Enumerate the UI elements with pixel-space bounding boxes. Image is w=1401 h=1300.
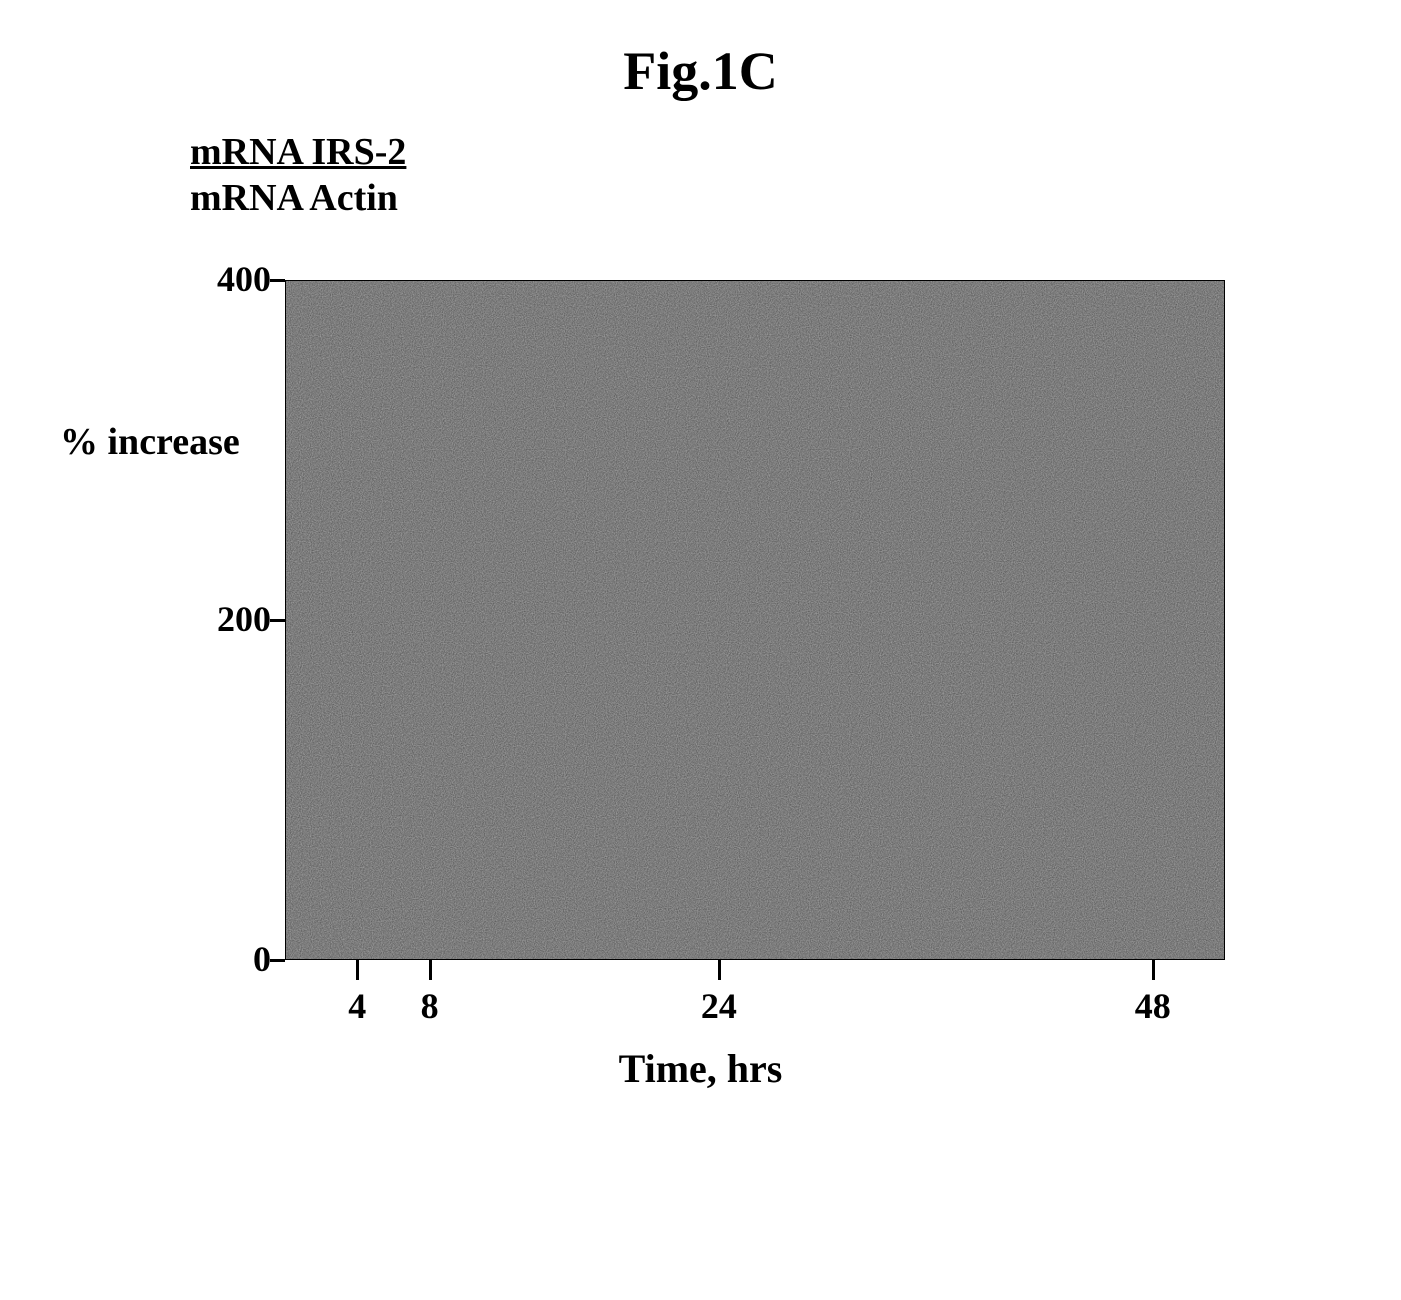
y-tick-label: 400: [151, 258, 271, 300]
y-axis-label: % increase: [60, 420, 240, 464]
y-header-top: mRNA IRS-2: [190, 130, 406, 176]
plot-noise-fill: [286, 281, 1224, 959]
plot-area: [285, 280, 1225, 960]
y-tick-mark: [270, 279, 285, 282]
y-header: mRNA IRS-2 mRNA Actin: [190, 130, 406, 221]
y-tick-mark: [270, 619, 285, 622]
y-tick-label: 200: [151, 598, 271, 640]
x-tick-label: 8: [421, 985, 439, 1027]
x-tick-label: 48: [1135, 985, 1171, 1027]
x-tick-mark: [356, 960, 359, 980]
figure-title: Fig.1C: [0, 40, 1401, 102]
x-tick-mark: [718, 960, 721, 980]
y-tick-label: 0: [151, 938, 271, 980]
y-tick-mark: [270, 959, 285, 962]
x-tick-mark: [1152, 960, 1155, 980]
x-tick-mark: [429, 960, 432, 980]
x-tick-label: 4: [348, 985, 366, 1027]
x-tick-label: 24: [701, 985, 737, 1027]
x-axis-label: Time, hrs: [0, 1045, 1401, 1092]
y-header-bottom: mRNA Actin: [190, 176, 406, 222]
